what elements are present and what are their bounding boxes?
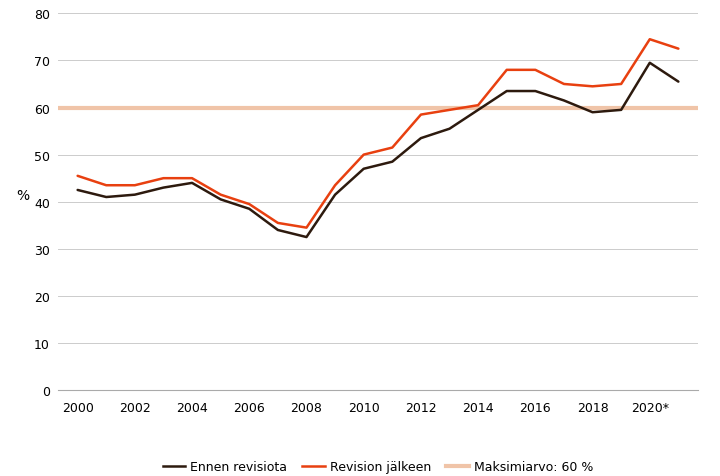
Y-axis label: %: %	[17, 188, 30, 202]
Legend: Ennen revisiota, Revision jälkeen, Maksimiarvo: 60 %: Ennen revisiota, Revision jälkeen, Maksi…	[158, 455, 598, 476]
